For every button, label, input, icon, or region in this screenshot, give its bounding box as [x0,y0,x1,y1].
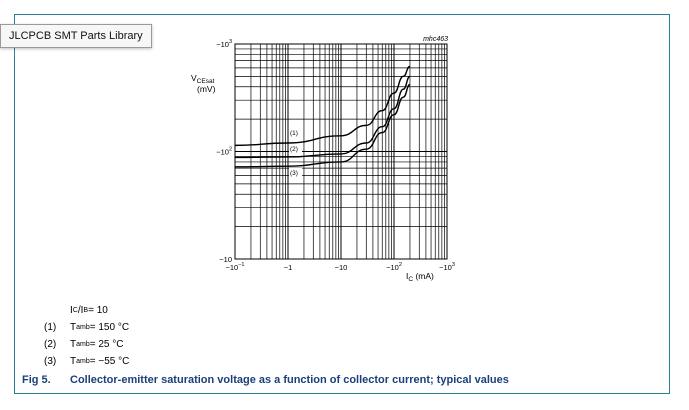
y-axis-unit: (mV) [197,84,216,94]
ratio-sep: /I [77,305,84,316]
ratio-b-sub: B [83,307,89,314]
x-tick-label: −1 [284,263,293,272]
note-number: (3) [44,356,57,367]
series-curve-3 [234,83,411,168]
y-tick-label: −103 [216,39,232,49]
note-subscript: amb [76,324,90,331]
ratio-a-sub: C [72,307,78,314]
y-axis-symbol: V [191,73,197,83]
figure-caption: Fig 5. Collector-emitter saturation volta… [22,374,509,386]
note-symbol: T [70,339,77,350]
x-tick-label: −10 [335,263,348,272]
x-axis-unit: (mA) [413,271,434,281]
note-value: = −55 °C [89,356,130,367]
y-axis-subscript: CEsat [197,78,215,85]
chart-grid [234,44,447,260]
x-tick-label: −102 [386,262,402,272]
note-subscript: amb [76,358,90,365]
x-axis-label: IC (mA) [406,271,434,283]
figure-frame [14,14,670,394]
x-tick-label: −103 [439,262,455,272]
plot-area [234,43,448,260]
figure-number: Fig 5. [22,374,51,386]
note-subscript: amb [76,341,90,348]
chart-curves: (1) (2) (3) [234,65,411,177]
note-number: (2) [44,339,57,350]
ratio-a: I [70,305,73,316]
x-tick-label: −10−1 [225,262,244,272]
chart: (1)(2)(3) −10−1 −1 −10 −102 −103−10−102−103 … [191,36,455,283]
tooltip: JLCPCB SMT Parts Library [0,24,152,48]
caption-text: Collector-emitter saturation voltage as … [70,374,509,386]
series-label-bg [289,144,302,153]
y-tick-label: −102 [216,147,232,157]
note-value: = 25 °C [89,339,124,350]
series-label-bg [289,168,302,177]
y-tick-label: −10 [219,255,232,264]
x-axis-subscript: C [408,276,413,283]
note-value: = 150 °C [89,322,130,333]
series-curve-1 [234,65,411,147]
note-symbol: T [70,356,77,367]
x-axis-symbol: I [406,271,408,281]
y-axis-label: VCEsat [191,73,215,85]
ratio-condition: I C/I B = 10 [44,302,129,319]
series-label-3: (3) [290,170,298,177]
series-label-bg [289,128,302,137]
series-curve-2 [234,75,411,159]
ratio-value: = 10 [88,305,108,316]
note-symbol: T [70,322,77,333]
chart-code: mhc463 [423,36,448,43]
series-label-1: (1) [290,130,298,137]
series-label-2: (2) [290,146,298,153]
note-number: (1) [44,322,57,333]
chart-ticks: −10−1 −1 −10 −102 −103 −10 −102 −103 [216,39,455,272]
